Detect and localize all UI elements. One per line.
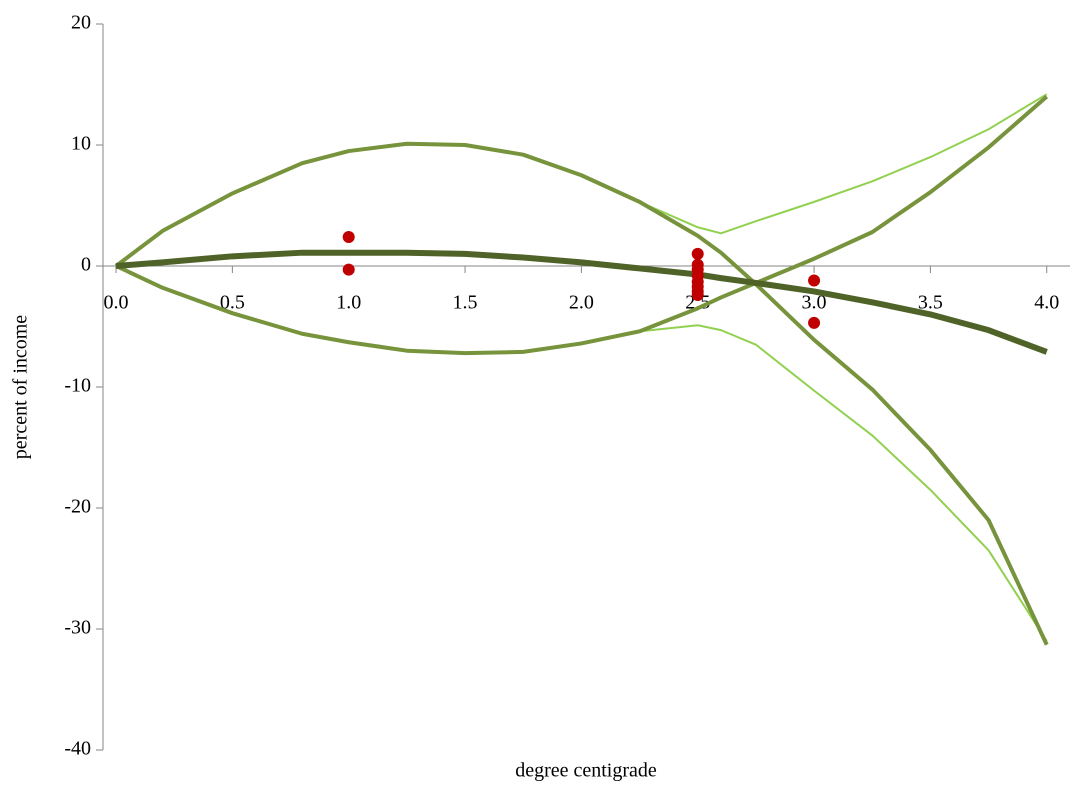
y-tick-label: -20 xyxy=(64,496,91,518)
x-tick-label: 3.0 xyxy=(802,292,827,314)
y-tick-label: -40 xyxy=(64,738,91,760)
line xyxy=(115,95,1049,356)
x-tick-label: 1.0 xyxy=(336,292,361,314)
line xyxy=(115,93,1048,267)
scatter-point xyxy=(342,263,355,276)
line xyxy=(115,249,1048,355)
y-tick-label: 0 xyxy=(81,254,91,276)
x-tick-label: 4.0 xyxy=(1034,292,1059,314)
scatter-point xyxy=(808,316,821,329)
line xyxy=(114,141,1049,646)
x-tick-label: 2.0 xyxy=(569,292,594,314)
line xyxy=(115,265,1048,642)
x-tick-label: 2.5 xyxy=(685,292,710,314)
x-tick-label: 3.5 xyxy=(918,292,943,314)
x-tick-label: 0.5 xyxy=(220,292,245,314)
y-tick-label: 20 xyxy=(71,12,91,34)
y-axis-title: percent of income xyxy=(10,315,32,459)
scatter-point xyxy=(691,247,704,260)
scatter-point xyxy=(808,274,821,287)
y-tick-label: -30 xyxy=(64,617,91,639)
scatter-point xyxy=(342,230,355,243)
y-tick-label: -10 xyxy=(64,375,91,397)
x-axis-title: degree centigrade xyxy=(515,760,657,782)
y-tick-label: 10 xyxy=(71,133,91,155)
x-tick-label: 1.5 xyxy=(453,292,478,314)
scatter-point xyxy=(691,289,704,302)
x-tick-label: 0.0 xyxy=(104,292,129,314)
